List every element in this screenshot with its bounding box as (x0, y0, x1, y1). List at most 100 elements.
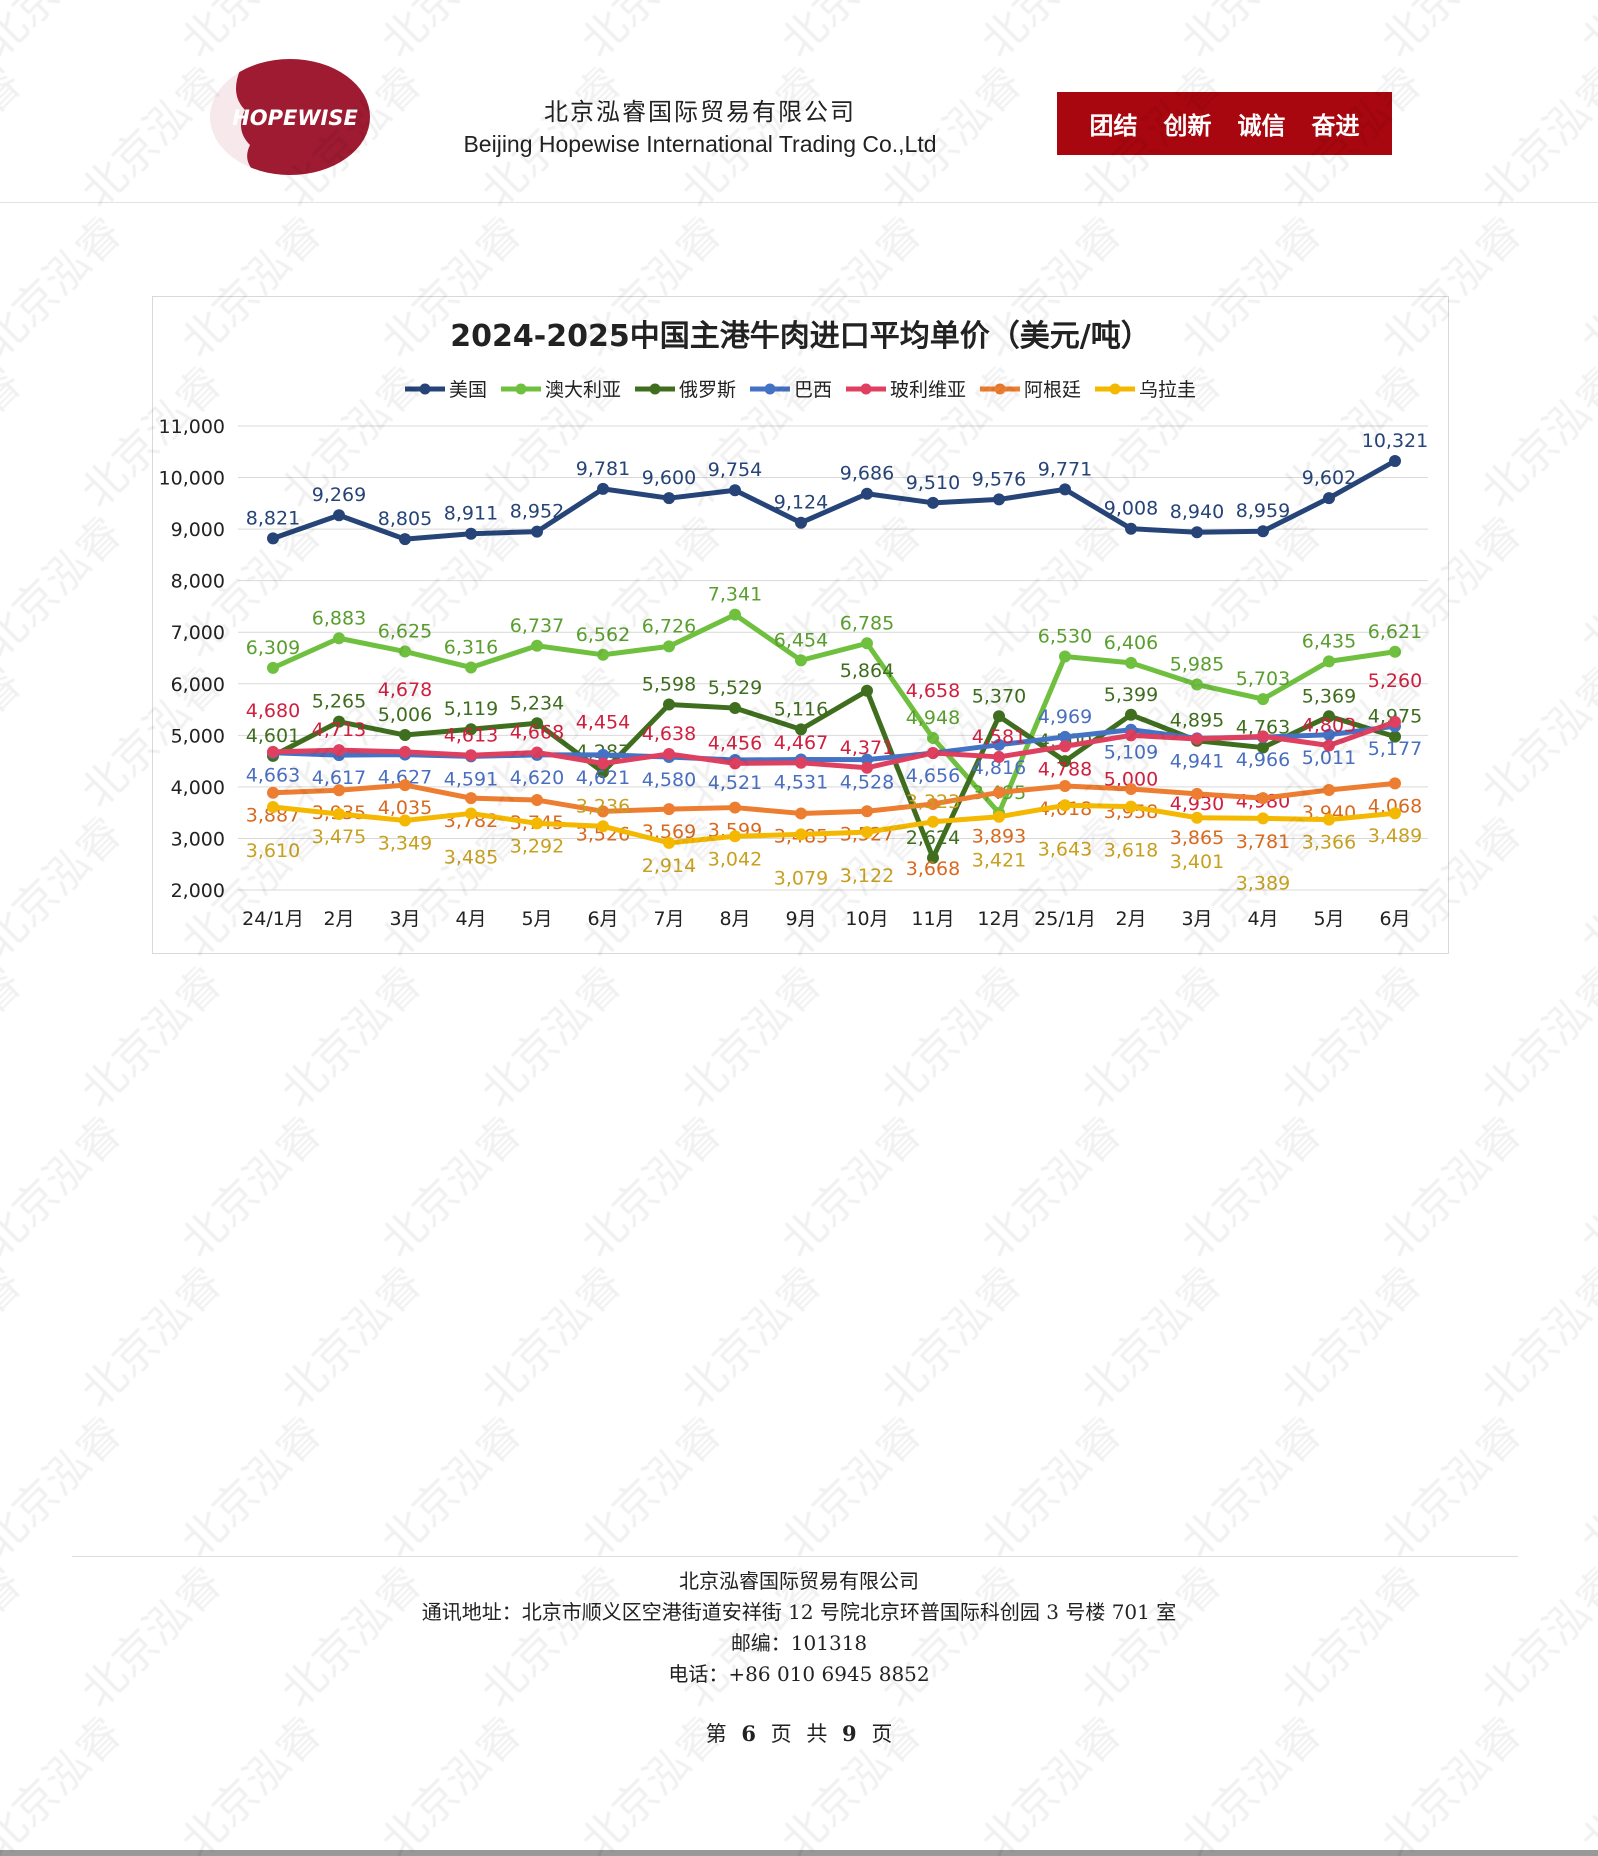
data-label: 3,079 (774, 867, 828, 889)
data-point (465, 527, 477, 540)
data-label: 4,620 (510, 767, 564, 789)
data-label: 5,703 (1236, 668, 1290, 690)
data-point (1389, 777, 1401, 790)
company-name-en: Beijing Hopewise International Trading C… (463, 131, 937, 157)
y-tick-label: 9,000 (171, 519, 225, 541)
data-point (1323, 739, 1335, 752)
data-label: 5,370 (972, 685, 1026, 707)
data-label: 3,122 (840, 865, 894, 887)
data-label: 5,399 (1104, 684, 1158, 706)
data-point (1059, 799, 1071, 812)
data-point (333, 784, 345, 797)
data-label: 6,625 (378, 621, 432, 643)
data-label: 4,531 (774, 772, 828, 794)
page-number: 第 6 页 共 9 页 (0, 1718, 1598, 1748)
chart-container: 2024-2025中国主港牛肉进口平均单价（美元/吨） 美国 澳大利亚 俄罗斯 巴西玻… (152, 296, 1449, 954)
data-label: 3,323 (906, 791, 960, 813)
data-label: 4,803 (1302, 714, 1356, 736)
data-point (1059, 779, 1071, 792)
y-tick-label: 10,000 (159, 468, 225, 490)
data-label: 4,966 (1236, 749, 1290, 771)
data-label: 3,236 (576, 795, 630, 817)
data-label: 5,006 (378, 704, 432, 726)
data-point (993, 750, 1005, 763)
x-tick-label: 11月 (911, 908, 954, 930)
data-label: 4,638 (642, 723, 696, 745)
data-point (399, 729, 411, 742)
data-label: 4,658 (906, 680, 960, 702)
data-label: 9,269 (312, 484, 366, 506)
data-point (399, 645, 411, 658)
data-point (1125, 656, 1137, 669)
data-point (729, 801, 741, 814)
data-label: 6,454 (774, 629, 828, 651)
slogan-1: 团结 (1089, 112, 1138, 140)
data-point (663, 803, 675, 816)
data-label: 5,234 (510, 692, 564, 714)
data-label: 6,883 (312, 607, 366, 629)
data-label: 5,116 (774, 698, 828, 720)
data-label: 6,621 (1368, 621, 1422, 643)
data-label: 8,952 (510, 501, 564, 523)
data-point (795, 807, 807, 820)
data-label: 5,260 (1368, 670, 1422, 692)
data-label: 3,292 (510, 835, 564, 857)
data-point (663, 698, 675, 711)
data-point (795, 654, 807, 667)
data-point (1191, 787, 1203, 800)
data-point (795, 756, 807, 769)
data-point (927, 496, 939, 509)
data-point (1125, 800, 1137, 813)
data-point (861, 826, 873, 839)
page-total: 9 (842, 1721, 857, 1746)
data-label: 4,591 (444, 768, 498, 790)
data-point (861, 487, 873, 500)
data-point (729, 484, 741, 497)
data-point (1323, 492, 1335, 505)
data-point (597, 482, 609, 495)
data-label: 4,601 (246, 725, 300, 747)
series-line (272, 458, 1397, 542)
data-label: 2,914 (642, 855, 696, 877)
data-label: 4,678 (378, 679, 432, 701)
data-point (1257, 812, 1269, 825)
data-label: 8,940 (1170, 501, 1224, 523)
data-point (267, 800, 279, 813)
x-tick-label: 6月 (587, 908, 618, 930)
x-tick-label: 24/1月 (242, 908, 304, 930)
data-point (1191, 732, 1203, 745)
data-point (729, 757, 741, 770)
data-point (1257, 693, 1269, 706)
data-point (1257, 730, 1269, 743)
x-tick-label: 7月 (653, 908, 684, 930)
data-label: 3,421 (972, 850, 1026, 872)
data-point (729, 608, 741, 621)
footer-postcode: 邮编：101318 (730, 1631, 868, 1655)
page-mid: 页 共 (770, 1722, 828, 1746)
data-point (1257, 525, 1269, 538)
data-point (729, 830, 741, 843)
data-point (1059, 650, 1071, 663)
data-label: 3,489 (1368, 825, 1422, 847)
y-tick-label: 5,000 (171, 725, 225, 747)
y-tick-label: 6,000 (171, 674, 225, 696)
data-label: 4,454 (576, 711, 630, 733)
data-label: 6,435 (1302, 630, 1356, 652)
data-label: 3,893 (972, 825, 1026, 847)
data-label: 4,969 (1038, 706, 1092, 728)
data-label: 4,948 (906, 707, 960, 729)
x-tick-label: 6月 (1379, 908, 1410, 930)
x-tick-label: 9月 (785, 908, 816, 930)
series-4: 4,680 4,713 4,678 4,613 4,668 4,454 4,638 4,456… (246, 670, 1422, 815)
data-label: 9,008 (1104, 498, 1158, 520)
footer-company: 北京泓睿国际贸易有限公司 (679, 1569, 919, 1593)
data-label: 3,781 (1236, 831, 1290, 853)
data-label: 9,754 (708, 459, 762, 481)
data-label: 9,602 (1302, 467, 1356, 489)
data-label: 5,529 (708, 677, 762, 699)
data-label: 6,316 (444, 636, 498, 658)
data-point (597, 757, 609, 770)
data-label: 4,528 (840, 772, 894, 794)
data-point (1059, 483, 1071, 496)
data-label: 3,042 (708, 848, 762, 870)
